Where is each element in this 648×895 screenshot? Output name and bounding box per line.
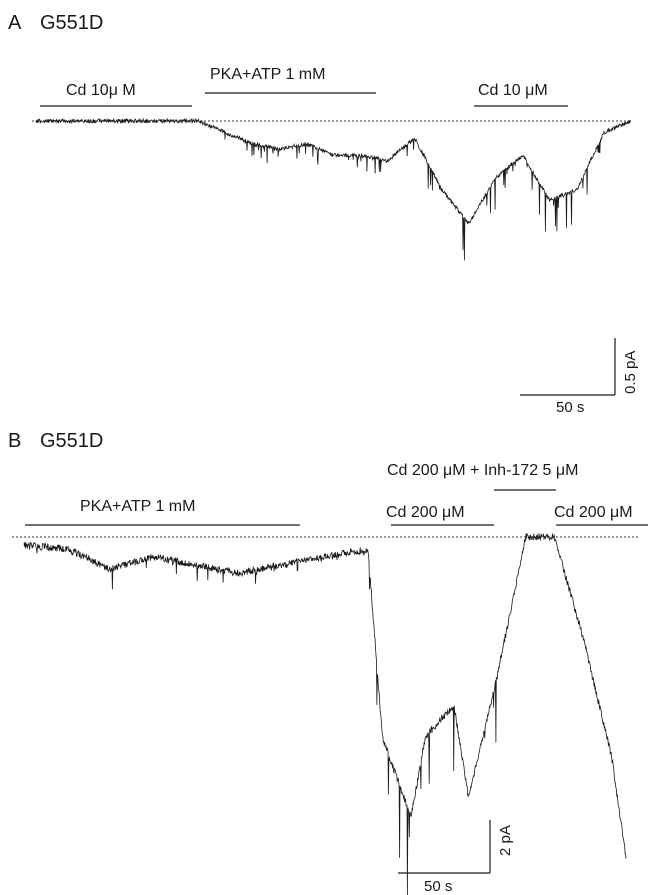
panel-a-annot-cd10-first: Cd 10μ M — [66, 82, 136, 99]
panel-a-title: G551D — [40, 12, 104, 34]
panel-b-annot-pka-atp: PKA+ATP 1 mM — [80, 498, 196, 515]
panel-a-letter: A — [8, 12, 22, 34]
panel-b-annot-cd200-inh172: Cd 200 μM + Inh-172 5 μM — [387, 462, 579, 479]
panel-a-scale-time-label: 50 s — [556, 399, 585, 416]
panel-a-annot-cd10-second: Cd 10 μM — [478, 82, 548, 99]
panel-a-trace-svg — [32, 92, 632, 396]
panel-b-title: G551D — [40, 430, 104, 452]
panel-b-scale-current-label: 2 pA — [497, 825, 514, 856]
panel-a: A G551D Cd 10μ M PKA+ATP 1 mM Cd 10 μM 5… — [0, 0, 648, 430]
panel-a-scale-current-label: 0.5 pA — [622, 350, 639, 394]
panel-b-letter: B — [8, 430, 22, 452]
panel-b-annot-cd200-first: Cd 200 μM — [386, 504, 465, 521]
panel-b-current-trace — [23, 532, 627, 895]
panel-a-current-trace — [35, 117, 632, 261]
panel-b-scale-time-label: 50 s — [424, 878, 453, 895]
panel-b-annot-cd200-second: Cd 200 μM — [554, 504, 633, 521]
panel-a-annot-pka-atp: PKA+ATP 1 mM — [210, 66, 326, 83]
panel-b: B G551D PKA+ATP 1 mM Cd 200 μM Cd 200 μM… — [0, 430, 648, 895]
panel-b-trace-svg — [12, 489, 648, 895]
